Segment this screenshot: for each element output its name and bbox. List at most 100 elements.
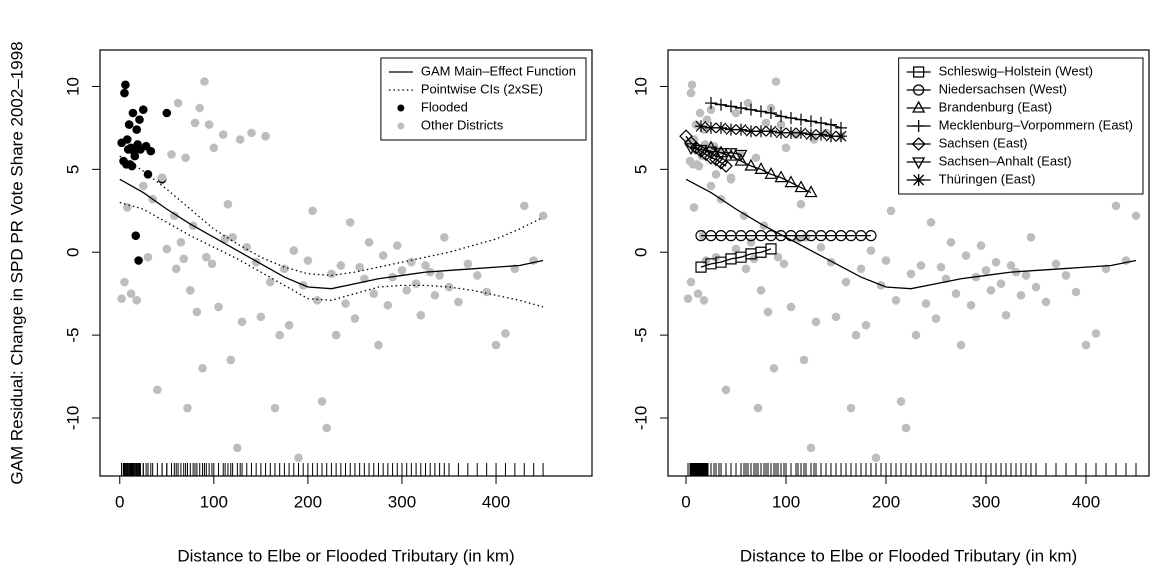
- point: [1001, 310, 1011, 320]
- point: [218, 130, 228, 139]
- point: [956, 340, 966, 350]
- point: [816, 242, 826, 252]
- point: [776, 120, 786, 129]
- legend-label: Other Districts: [421, 117, 504, 132]
- point: [392, 241, 402, 250]
- point: [284, 320, 294, 330]
- state-marker: [795, 113, 807, 126]
- state-marker: [725, 253, 737, 265]
- point: [866, 246, 876, 255]
- point: [891, 295, 901, 305]
- point: [127, 161, 137, 171]
- point: [921, 299, 931, 308]
- point: [247, 128, 256, 138]
- point: [411, 279, 421, 289]
- point: [162, 244, 172, 254]
- state-marker: [695, 120, 707, 133]
- point: [1081, 340, 1091, 350]
- point: [721, 385, 731, 395]
- point: [809, 135, 819, 144]
- point: [122, 203, 132, 212]
- point: [806, 443, 816, 453]
- point: [695, 108, 705, 118]
- state-marker: [765, 106, 777, 119]
- legend-label: Pointwise CIs (2xSE): [421, 81, 543, 96]
- y-tick-label: -5: [631, 328, 650, 343]
- point: [773, 252, 783, 262]
- point: [781, 143, 791, 153]
- point: [421, 261, 430, 270]
- point: [871, 453, 881, 463]
- state-marker: [804, 185, 818, 198]
- point: [207, 259, 217, 269]
- x-axis-title: Distance to Elbe or Flooded Tributary (i…: [740, 546, 1077, 565]
- point: [991, 257, 1001, 267]
- point: [1051, 259, 1061, 269]
- x-tick-label: 400: [482, 492, 510, 511]
- point: [124, 120, 134, 129]
- point: [170, 211, 179, 221]
- point: [881, 256, 891, 265]
- point: [694, 161, 704, 171]
- point: [444, 282, 454, 292]
- point: [280, 264, 289, 274]
- x-tick-label: 200: [294, 492, 322, 511]
- point: [1071, 287, 1081, 297]
- point: [131, 231, 141, 240]
- state-marker: [785, 126, 797, 139]
- point: [374, 340, 383, 350]
- legend-label: Flooded: [421, 99, 468, 114]
- legend-item: Mecklenburg–Vorpommern (East): [906, 117, 1133, 132]
- point: [242, 242, 252, 252]
- point: [303, 256, 313, 265]
- point: [135, 115, 144, 124]
- point: [350, 314, 360, 323]
- point: [981, 266, 991, 275]
- point: [916, 261, 926, 270]
- point: [472, 271, 482, 280]
- legend-swatch: [911, 137, 926, 151]
- point: [1016, 291, 1026, 300]
- point: [538, 211, 548, 221]
- point: [202, 252, 211, 262]
- state-marker: [805, 128, 817, 141]
- point: [214, 302, 223, 312]
- point: [369, 289, 379, 298]
- point: [846, 403, 856, 413]
- point: [157, 173, 167, 182]
- point: [143, 252, 153, 262]
- legend-item: Other Districts: [397, 117, 504, 132]
- point: [130, 151, 140, 161]
- legend: GAM Main–Effect Function Pointwise CIs (2…: [380, 57, 587, 141]
- point: [841, 277, 851, 287]
- point: [946, 237, 956, 247]
- point: [961, 251, 971, 260]
- legend-swatch: [912, 120, 925, 132]
- y-tick-label: -10: [631, 406, 650, 431]
- legend-item: Sachsen–Anhalt (East): [906, 153, 1072, 170]
- point: [769, 363, 779, 373]
- point: [501, 329, 510, 338]
- state-marker: [835, 130, 847, 143]
- legend-item: Brandenburg (East): [906, 99, 1052, 114]
- point: [190, 118, 200, 128]
- point: [204, 120, 214, 129]
- state-marker: [705, 97, 717, 110]
- point: [327, 269, 336, 279]
- y-tick-label: 0: [63, 247, 82, 256]
- point: [383, 300, 393, 310]
- point: [265, 277, 275, 287]
- point: [183, 403, 192, 413]
- point: [1101, 264, 1111, 274]
- point: [906, 269, 916, 279]
- point: [976, 241, 986, 250]
- state-marker: [735, 123, 747, 136]
- point: [261, 131, 270, 141]
- point: [731, 108, 741, 118]
- point: [256, 312, 266, 322]
- y-tick-label: 5: [63, 165, 82, 174]
- legend-swatch: [912, 157, 926, 170]
- state-marker: [825, 130, 837, 143]
- point: [751, 153, 761, 163]
